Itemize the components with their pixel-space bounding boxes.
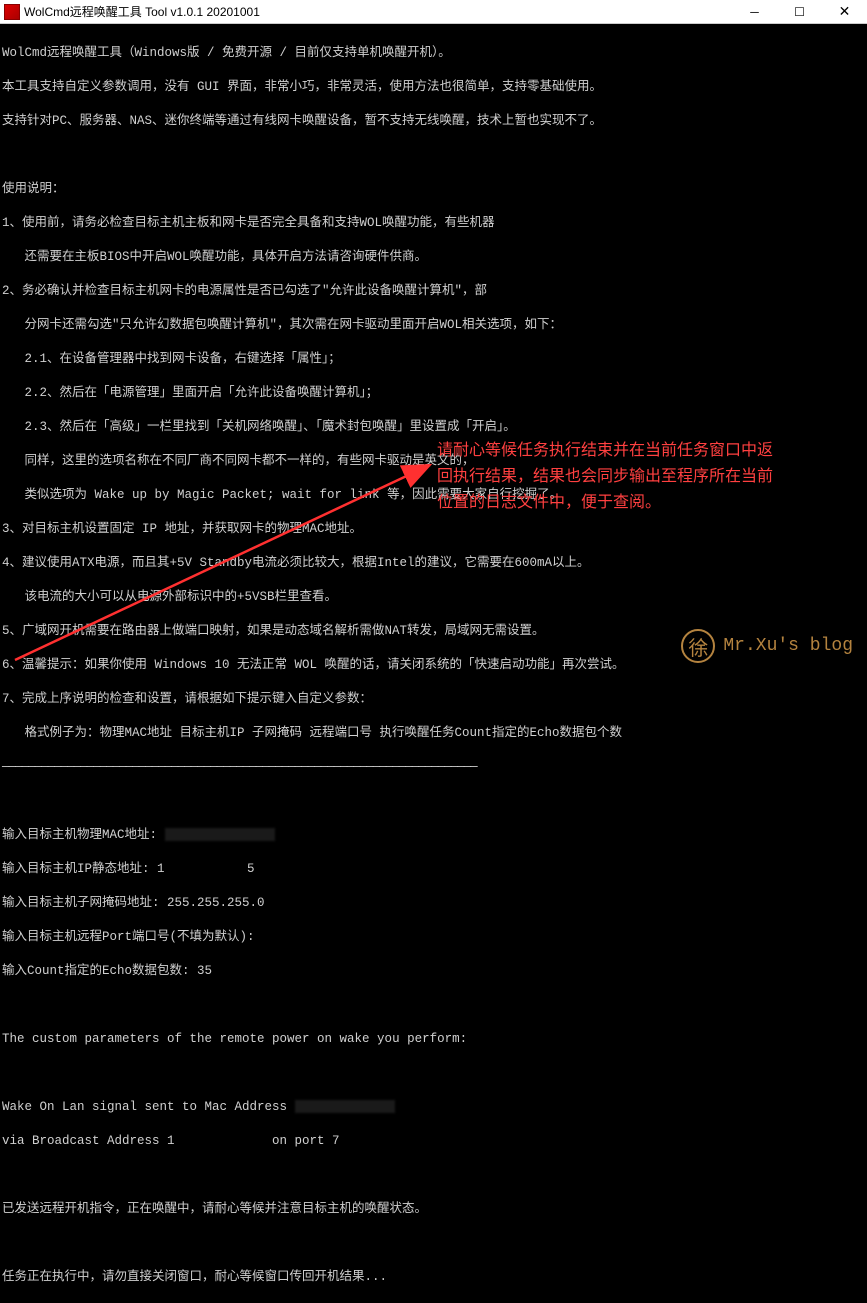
maximize-button[interactable]: ☐ bbox=[777, 0, 822, 24]
text-line: via Broadcast Address 1 on port 7 bbox=[2, 1133, 865, 1150]
text-line: 分网卡还需勾选"只允许幻数据包唤醒计算机"，其次需在网卡驱动里面开启WOL相关选… bbox=[2, 317, 865, 334]
watermark-text: Mr.Xu's blog bbox=[723, 636, 853, 656]
text-line: 2.3、然后在「高级」一栏里找到「关机网络唤醒」、「魔术封包唤醒」里设置成「开启… bbox=[2, 419, 865, 436]
console-output: WolCmd远程唤醒工具（Windows版 / 免费开源 / 目前仅支持单机唤醒… bbox=[0, 24, 867, 675]
minimize-button[interactable]: ─ bbox=[732, 0, 777, 24]
annotation-line: 位置的日志文件中，便于查阅。 bbox=[437, 490, 773, 516]
redacted-value bbox=[295, 1100, 395, 1113]
text-line: 该电流的大小可以从电源外部标识中的+5VSB栏里查看。 bbox=[2, 589, 865, 606]
text-line: 还需要在主板BIOS中开启WOL唤醒功能，具体开启方法请咨询硬件供商。 bbox=[2, 249, 865, 266]
text-line: 格式例子为：物理MAC地址 目标主机IP 子网掩码 远程端口号 执行唤醒任务Co… bbox=[2, 725, 865, 742]
text-line: 本工具支持自定义参数调用，没有 GUI 界面，非常小巧，非常灵活，使用方法也很简… bbox=[2, 79, 865, 96]
section-title: 使用说明： bbox=[2, 181, 865, 198]
text-line: 2、务必确认并检查目标主机网卡的电源属性是否已勾选了"允许此设备唤醒计算机"，部 bbox=[2, 283, 865, 300]
input-line: 输入目标主机远程Port端口号(不填为默认): bbox=[2, 929, 865, 946]
text-line: 7、完成上序说明的检查和设置，请根据如下提示键入自定义参数： bbox=[2, 691, 865, 708]
input-line: 输入目标主机子网掩码地址: 255.255.255.0 bbox=[2, 895, 865, 912]
text-line: Wake On Lan signal sent to Mac Address bbox=[2, 1099, 865, 1116]
input-line: 输入Count指定的Echo数据包数: 35 bbox=[2, 963, 865, 980]
blank-line bbox=[2, 997, 865, 1014]
blank-line bbox=[2, 1065, 865, 1082]
blank-line bbox=[2, 147, 865, 164]
window-controls: ─ ☐ ✕ bbox=[732, 0, 867, 24]
input-line: 输入目标主机物理MAC地址: bbox=[2, 827, 865, 844]
text-line: 3、对目标主机设置固定 IP 地址，并获取网卡的物理MAC地址。 bbox=[2, 521, 865, 538]
text-line: 2.1、在设备管理器中找到网卡设备，右键选择「属性」； bbox=[2, 351, 865, 368]
redacted-value bbox=[165, 828, 275, 841]
text-line: 任务正在执行中，请勿直接关闭窗口，耐心等候窗口传回开机结果... bbox=[2, 1269, 865, 1286]
text-line: 支持针对PC、服务器、NAS、迷你终端等通过有线网卡唤醒设备，暂不支持无线唤醒，… bbox=[2, 113, 865, 130]
app-icon bbox=[4, 4, 20, 20]
result-label: Wake On Lan signal sent to Mac Address bbox=[2, 1100, 295, 1114]
text-line: 1、使用前，请务必检查目标主机主板和网卡是否完全具备和支持WOL唤醒功能，有些机… bbox=[2, 215, 865, 232]
annotation-overlay: 请耐心等候任务执行结束并在当前任务窗口中返 回执行结果，结果也会同步输出至程序所… bbox=[437, 438, 773, 516]
text-line: 4、建议使用ATX电源，而且其+5V Standby电流必须比较大，根据Inte… bbox=[2, 555, 865, 572]
blank-line bbox=[2, 793, 865, 810]
annotation-line: 请耐心等候任务执行结束并在当前任务窗口中返 bbox=[437, 438, 773, 464]
blank-line bbox=[2, 1235, 865, 1252]
titlebar: WolCmd远程唤醒工具 Tool v1.0.1 20201001 ─ ☐ ✕ bbox=[0, 0, 867, 24]
close-button[interactable]: ✕ bbox=[822, 0, 867, 24]
divider: ————————————————————————————————————————… bbox=[2, 759, 865, 776]
text-line: 2.2、然后在「电源管理」里面开启「允许此设备唤醒计算机」； bbox=[2, 385, 865, 402]
input-line: 输入目标主机IP静态地址: 1 5 bbox=[2, 861, 865, 878]
annotation-line: 回执行结果，结果也会同步输出至程序所在当前 bbox=[437, 464, 773, 490]
text-line: The custom parameters of the remote powe… bbox=[2, 1031, 865, 1048]
prompt-label: 输入目标主机物理MAC地址: bbox=[2, 828, 165, 842]
blank-line bbox=[2, 1167, 865, 1184]
watermark: 徐 Mr.Xu's blog bbox=[681, 629, 853, 663]
text-line: WolCmd远程唤醒工具（Windows版 / 免费开源 / 目前仅支持单机唤醒… bbox=[2, 45, 865, 62]
window-title: WolCmd远程唤醒工具 Tool v1.0.1 20201001 bbox=[24, 3, 732, 20]
watermark-icon: 徐 bbox=[681, 629, 715, 663]
text-line: 已发送远程开机指令，正在唤醒中，请耐心等候并注意目标主机的唤醒状态。 bbox=[2, 1201, 865, 1218]
